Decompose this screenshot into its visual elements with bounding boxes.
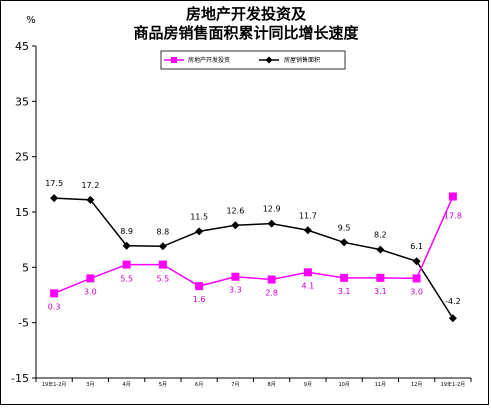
x-tick-label: 4月 — [123, 382, 131, 388]
y-tick-label: 5 — [22, 261, 29, 274]
x-tick-label: 3月 — [86, 382, 94, 388]
x-tick-label: 10月 — [338, 382, 349, 388]
data-label-investment: 17.8 — [444, 212, 462, 221]
marker-investment — [50, 289, 58, 297]
marker-sales-area — [376, 246, 384, 254]
marker-sales-area — [231, 221, 239, 229]
data-label-investment: 2.8 — [265, 289, 278, 298]
data-label-sales-area: -4.2 — [445, 297, 461, 306]
y-tick-label: 35 — [15, 95, 29, 108]
legend: 房地产开发投资 房屋销售面积 — [161, 51, 345, 69]
legend-label-sales-area: 房屋销售面积 — [284, 56, 320, 64]
data-label-sales-area: 17.5 — [45, 179, 63, 188]
x-tick-label: 6月 — [195, 382, 203, 388]
marker-investment — [231, 273, 239, 281]
x-tick-label: 5月 — [159, 382, 167, 388]
marker-investment — [268, 276, 276, 284]
x-tick-label: 11月 — [375, 382, 386, 388]
data-label-investment: 3.0 — [84, 287, 97, 296]
data-label-sales-area: 11.7 — [299, 211, 317, 220]
marker-sales-area — [50, 194, 58, 202]
x-tick-label: 12月 — [411, 382, 422, 388]
series-line-1 — [54, 198, 453, 318]
data-label-investment: 3.3 — [229, 286, 242, 295]
marker-investment — [449, 193, 457, 201]
series-markers — [50, 193, 457, 323]
marker-sales-area — [304, 226, 312, 234]
y-tick-label: 45 — [15, 40, 29, 53]
legend-marker-investment — [171, 57, 177, 63]
data-label-investment: 1.6 — [193, 295, 206, 304]
marker-sales-area — [195, 227, 203, 235]
chart-title-line-1: 房地产开发投资及 — [186, 5, 307, 23]
data-label-investment: 4.1 — [302, 281, 315, 290]
data-label-investment: 5.5 — [120, 275, 133, 284]
data-label-investment: 3.0 — [410, 287, 423, 296]
data-label-sales-area: 8.9 — [120, 227, 133, 236]
marker-investment — [304, 268, 312, 276]
chart-title-line-2: 商品房销售面积累计同比增长速度 — [133, 24, 359, 42]
marker-investment — [123, 261, 131, 269]
data-label-sales-area: 17.2 — [81, 181, 99, 190]
x-tick-label: 8月 — [268, 382, 276, 388]
data-label-sales-area: 11.5 — [190, 212, 208, 221]
x-tick-label: 19年1-2月 — [42, 381, 67, 388]
y-axis-unit: % — [26, 15, 36, 26]
legend-label-investment: 房地产开发投资 — [188, 56, 230, 64]
data-labels: 17.5 17.2 8.9 8.8 11.5 12.6 12.9 11.7 9.5 8.2 6.1 -… — [45, 179, 462, 311]
y-tick-label: 25 — [15, 151, 29, 164]
data-label-investment: 0.3 — [48, 302, 61, 311]
x-tick-label: 9月 — [304, 382, 312, 388]
marker-investment — [413, 274, 421, 282]
data-label-sales-area: 12.6 — [226, 206, 244, 215]
data-label-sales-area: 6.1 — [410, 242, 423, 251]
marker-sales-area — [413, 257, 421, 265]
series-lines — [54, 197, 453, 319]
data-label-sales-area: 8.8 — [157, 227, 170, 236]
data-label-investment: 3.1 — [374, 287, 387, 296]
marker-sales-area — [449, 314, 457, 322]
x-tick-label: 7月 — [231, 382, 239, 388]
data-label-sales-area: 9.5 — [338, 223, 351, 232]
marker-investment — [159, 261, 167, 269]
x-tick-label: 19年1-2月 — [441, 381, 466, 388]
marker-investment — [340, 274, 348, 282]
data-label-sales-area: 12.9 — [263, 205, 281, 214]
y-tick-label: -15 — [11, 372, 29, 385]
data-label-investment: 5.5 — [157, 275, 170, 284]
y-tick-label: 15 — [15, 206, 29, 219]
marker-investment — [86, 274, 94, 282]
y-tick-label: -5 — [18, 317, 29, 330]
series-line-0 — [54, 197, 453, 294]
marker-sales-area — [159, 242, 167, 250]
data-label-investment: 3.1 — [338, 287, 351, 296]
marker-sales-area — [340, 238, 348, 246]
marker-investment — [195, 282, 203, 290]
marker-sales-area — [268, 220, 276, 228]
data-label-sales-area: 8.2 — [374, 231, 387, 240]
marker-investment — [376, 274, 384, 282]
